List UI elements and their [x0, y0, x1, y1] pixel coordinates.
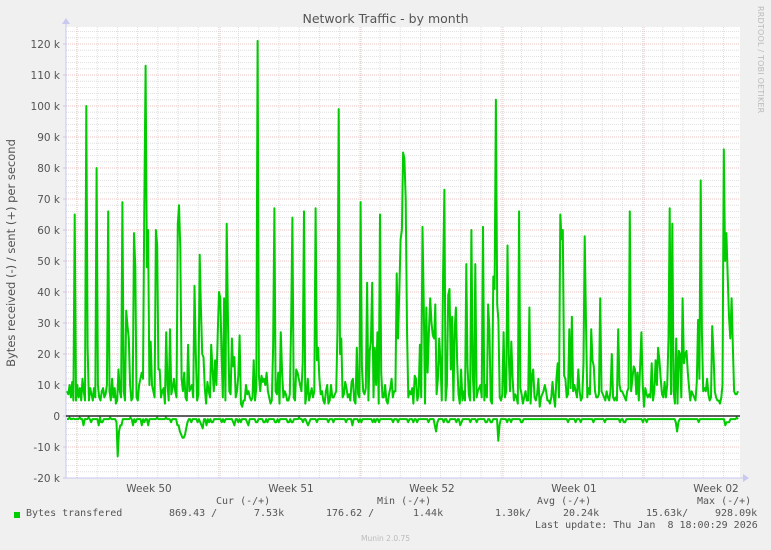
legend-cur-sent: 7.53k: [254, 508, 285, 519]
legend-series-label: Bytes transfered: [26, 508, 123, 519]
y-tick-label: -20 k: [33, 473, 60, 485]
y-tick-label: 120 k: [31, 39, 61, 51]
y-axis-arrow-icon: [62, 18, 70, 24]
legend-max-received: 15.63k/: [646, 508, 689, 519]
y-tick-label: 100 k: [31, 101, 61, 113]
y-tick-label: 60 k: [37, 225, 61, 237]
y-tick-label: 20 k: [37, 349, 61, 361]
legend-header-min: Min (-/+): [377, 496, 432, 507]
x-tick-label: Week 01: [551, 483, 596, 495]
legend-color-swatch: [14, 512, 20, 518]
x-axis-arrow-icon: [743, 474, 749, 482]
x-tick-label: Week 51: [268, 483, 313, 495]
y-tick-label: 10 k: [37, 380, 61, 392]
legend-cur-received: 869.43 /: [169, 508, 218, 519]
y-tick-label: 90 k: [37, 132, 61, 144]
y-tick-label: 0: [53, 411, 60, 423]
x-tick-label: Week 50: [126, 483, 171, 495]
y-tick-label: 30 k: [37, 318, 61, 330]
legend-avg-sent: 20.24k: [563, 508, 600, 519]
last-update-text: Last update: Thu Jan 8 18:00:29 2026: [535, 520, 758, 531]
chart-title: Network Traffic - by month: [302, 11, 469, 26]
legend-min-sent: 1.44k: [413, 508, 444, 519]
y-tick-label: -10 k: [33, 442, 60, 454]
legend-avg-received: 1.30k/: [495, 508, 532, 519]
received-series-line: [67, 416, 739, 458]
y-tick-label: 50 k: [37, 256, 61, 268]
legend-max-sent: 928.09k: [715, 508, 758, 519]
x-tick-label: Week 02: [693, 483, 738, 495]
legend-header-avg: Avg (-/+): [537, 496, 592, 507]
legend-header-cur: Cur (-/+): [216, 496, 271, 507]
y-tick-label: 70 k: [37, 194, 61, 206]
rrdtool-credit: RRDTOOL / TOBI OETIKER: [756, 6, 765, 114]
y-tick-label: 110 k: [31, 70, 61, 82]
chart-plot-area: -20 k -10 k 0 10 k 20 k 30 k 40 k 50 k 60 k 70 k 8…: [31, 18, 749, 495]
legend-min-received: 176.62 /: [326, 508, 375, 519]
x-tick-label: Week 52: [409, 483, 454, 495]
y-tick-label: 80 k: [37, 163, 61, 175]
legend-header-max: Max (-/+): [697, 496, 752, 507]
sent-series-line: [66, 39, 739, 408]
munin-version: Munin 2.0.75: [360, 534, 411, 543]
y-tick-label: 40 k: [37, 287, 61, 299]
plot-background: [66, 27, 740, 478]
